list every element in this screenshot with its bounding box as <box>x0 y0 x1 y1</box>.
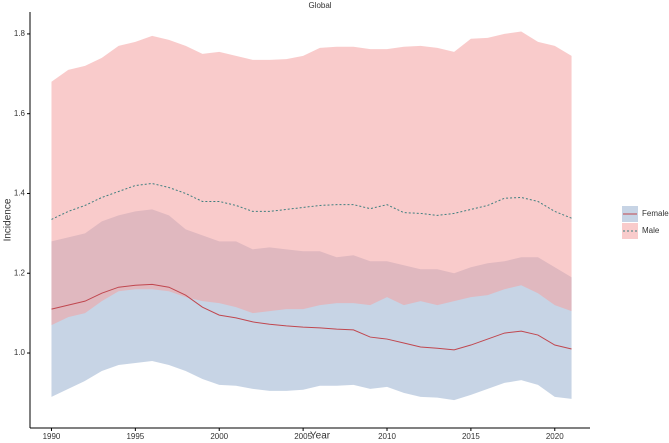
x-axis-label: Year <box>310 431 331 442</box>
x-tick-label: 2000 <box>210 432 228 441</box>
x-tick-label: 1995 <box>126 432 144 441</box>
ribbon <box>51 31 572 326</box>
x-tick-label: 2020 <box>546 432 564 441</box>
line <box>51 182 572 220</box>
legend-label: Female <box>642 209 669 218</box>
x-tick-label: 2005 <box>294 432 312 441</box>
y-tick-label: 1.0 <box>14 348 26 357</box>
chart-title: Global <box>308 1 331 10</box>
y-axis-label: Incidence <box>3 198 14 241</box>
y-tick-label: 1.4 <box>14 189 26 198</box>
x-tick-label: 1990 <box>43 432 61 441</box>
y-tick-label: 1.6 <box>14 109 26 118</box>
y-tick-label: 1.2 <box>14 268 26 277</box>
x-tick-label: 2015 <box>462 432 480 441</box>
legend-key <box>622 223 638 239</box>
y-tick-label: 1.8 <box>14 29 26 38</box>
line <box>51 283 572 351</box>
x-tick-label: 2010 <box>378 432 396 441</box>
legend-label: Male <box>642 226 660 235</box>
